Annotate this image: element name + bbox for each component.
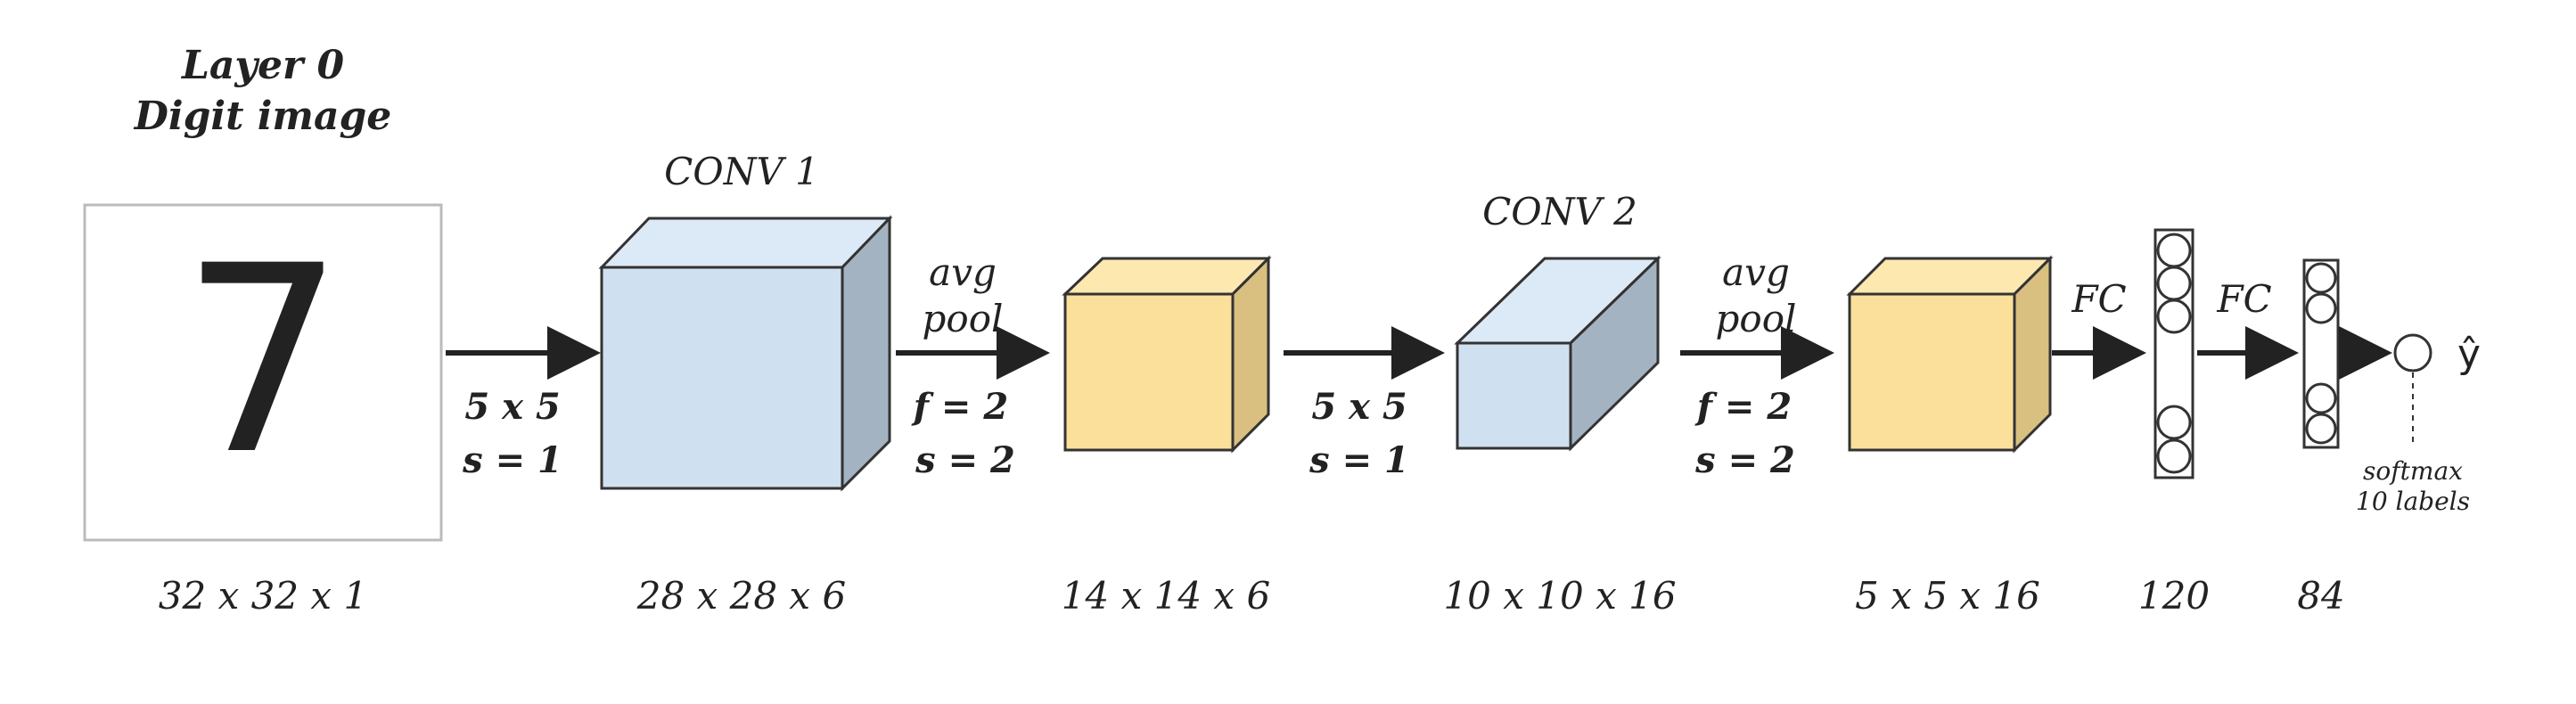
pool2-label-line2: pool — [1716, 297, 1797, 340]
op1-kernel: 5 x 5 — [464, 386, 560, 428]
pool2-stride: s = 2 — [1694, 439, 1795, 481]
fc1-dims: 120 — [2138, 574, 2210, 618]
pool1-cube-side — [1231, 255, 1270, 454]
output-note-line1: softmax — [2363, 456, 2463, 486]
pool1-dims: 14 x 14 x 6 — [1062, 574, 1270, 618]
conv2-cube-front — [1456, 341, 1572, 450]
conv2-cube — [1454, 255, 1661, 452]
fc1-neuron — [2156, 438, 2192, 474]
pool2-cube — [1846, 255, 2054, 454]
output-node — [2393, 333, 2432, 372]
pool1-cube — [1062, 255, 1272, 454]
output-label: ŷ — [2457, 332, 2481, 377]
fc2-neuron — [2305, 413, 2337, 445]
pool1-stride: s = 2 — [915, 439, 1015, 481]
input-image-box — [83, 203, 443, 542]
conv2-label: CONV 2 — [1482, 190, 1637, 233]
pool2-label-line1: avg — [1722, 250, 1790, 294]
fc2-neuron — [2305, 292, 2337, 324]
pool1-filter: f = 2 — [911, 386, 1008, 428]
fc1-neuron — [2156, 233, 2192, 268]
conv1-cube-front — [600, 266, 844, 490]
input-title-line2: Digit image — [133, 94, 392, 139]
op2-stride: s = 1 — [1309, 439, 1409, 481]
conv1-cube-side — [841, 215, 891, 492]
op2-kernel: 5 x 5 — [1311, 386, 1407, 428]
fc1-layer — [2154, 228, 2195, 479]
fc2-dims: 84 — [2297, 574, 2344, 618]
input-title-line1: Layer 0 — [180, 43, 345, 88]
fc1-label: FC — [2071, 277, 2126, 321]
input-dims: 32 x 32 x 1 — [159, 574, 367, 618]
fc2-layer — [2302, 258, 2340, 449]
output-note-line2: 10 labels — [2356, 487, 2470, 516]
fc2-neuron — [2305, 262, 2337, 294]
fc2-neuron — [2305, 382, 2337, 414]
pool1-label-line2: pool — [923, 297, 1004, 340]
conv1-cube — [598, 215, 893, 492]
conv1-dims: 28 x 28 x 6 — [636, 574, 846, 618]
conv1-cube-top — [598, 217, 893, 269]
pool2-filter: f = 2 — [1694, 386, 1792, 428]
conv1-label: CONV 1 — [664, 150, 819, 193]
pool2-cube-front — [1848, 292, 2016, 452]
fc1-neuron — [2156, 405, 2192, 440]
pool1-cube-front — [1063, 292, 1235, 452]
fc1-neuron — [2156, 266, 2192, 301]
input-digit: 7 — [181, 211, 346, 512]
pool2-dims: 5 x 5 x 16 — [1855, 574, 2040, 618]
op1-stride: s = 1 — [462, 439, 562, 481]
conv2-dims: 10 x 10 x 16 — [1443, 574, 1676, 618]
fc1-neuron — [2156, 299, 2192, 334]
pool2-cube-side — [2013, 255, 2052, 454]
pool1-label-line1: avg — [929, 250, 997, 294]
fc2-label: FC — [2216, 277, 2271, 321]
